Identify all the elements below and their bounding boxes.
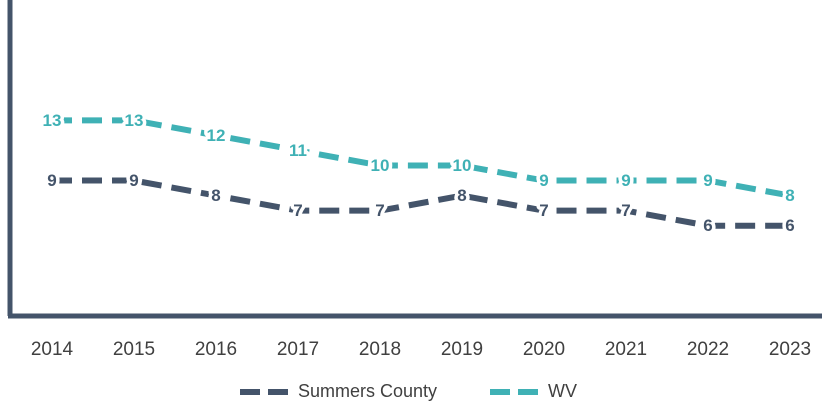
data-label: 11 (289, 141, 307, 160)
data-label: 7 (293, 201, 302, 220)
data-label: 10 (453, 156, 472, 175)
data-label: 12 (207, 126, 226, 145)
data-label: 9 (47, 171, 56, 190)
x-tick-label: 2021 (605, 339, 647, 360)
legend-label: WV (548, 381, 577, 401)
x-tick-label: 2015 (113, 339, 155, 360)
x-tick-label: 2014 (31, 339, 74, 360)
data-label: 9 (129, 171, 138, 190)
legend-label: Summers County (298, 381, 437, 401)
data-label: 10 (371, 156, 390, 175)
x-tick-label: 2018 (359, 339, 401, 360)
data-label: 7 (375, 201, 384, 220)
series-line (52, 177, 790, 229)
data-label: 9 (703, 171, 712, 190)
x-tick-label: 2019 (441, 339, 483, 360)
x-tick-label: 2016 (195, 339, 237, 360)
x-tick-label: 2022 (687, 339, 729, 360)
series-line (52, 117, 791, 199)
data-label: 8 (211, 186, 220, 205)
data-label: 8 (785, 186, 794, 205)
data-label: 13 (125, 111, 144, 130)
data-label: 6 (785, 216, 794, 235)
data-label: 8 (457, 186, 466, 205)
x-tick-label: 2020 (523, 339, 565, 360)
data-label: 6 (703, 216, 712, 235)
data-label: 13 (43, 111, 62, 130)
x-tick-label: 2017 (277, 339, 319, 360)
data-label: 7 (539, 201, 548, 220)
data-label: 9 (539, 171, 548, 190)
data-label: 9 (621, 171, 630, 190)
x-tick-label: 2023 (769, 339, 811, 360)
data-label: 7 (621, 201, 630, 220)
